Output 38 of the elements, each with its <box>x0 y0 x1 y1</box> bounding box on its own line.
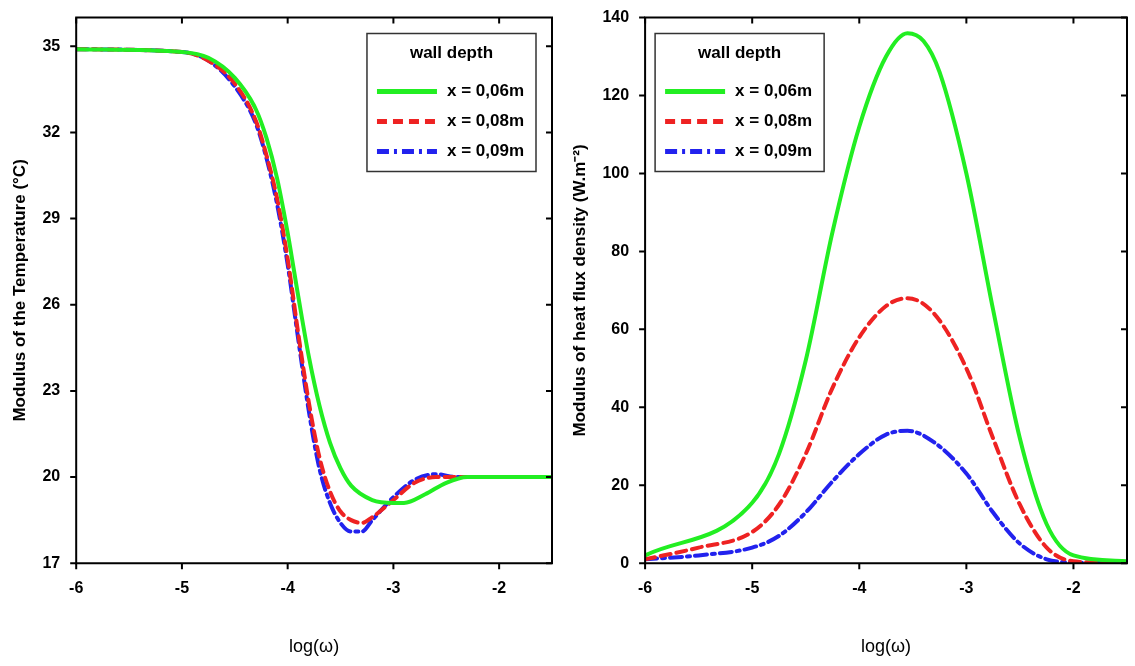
legend-label: x = 0,06m <box>446 81 524 101</box>
line-series <box>645 31 1127 564</box>
x-tick-label: -2 <box>492 579 507 597</box>
y-tick-label: 120 <box>602 85 630 103</box>
y-tick-label: 23 <box>42 381 61 399</box>
y-axis-title: Modulus of the Temperature (°C) <box>9 159 29 422</box>
legend-label: x = 0,09m <box>446 141 524 161</box>
y-axis-title: Modulus of heat flux density (W.m⁻²) <box>569 144 589 437</box>
x-axis-title: log(ω) <box>289 636 340 657</box>
y-tick-label: 140 <box>602 8 630 26</box>
x-tick-label: -2 <box>1066 579 1081 597</box>
y-tick-label: 60 <box>611 319 630 337</box>
x-axis-title: log(ω) <box>861 636 912 657</box>
y-tick-label: 100 <box>602 163 630 181</box>
legend-title: wall depth <box>408 43 494 63</box>
x-tick-label: -6 <box>637 579 653 597</box>
legend-label: x = 0,09m <box>735 141 813 161</box>
legend-label: x = 0,08m <box>735 111 813 131</box>
y-tick-label: 40 <box>611 397 630 415</box>
y-tick-label: 20 <box>611 475 630 493</box>
y-tick-label: 20 <box>42 467 61 485</box>
legend-label: x = 0,08m <box>446 111 524 131</box>
y-tick-label: 29 <box>42 209 61 227</box>
x-tick-label: -3 <box>386 579 401 597</box>
y-tick-label: 17 <box>42 553 61 571</box>
x-tick-label: -5 <box>745 579 760 597</box>
legend-label: x = 0,06m <box>735 81 813 101</box>
x-tick-label: -5 <box>174 579 190 597</box>
y-tick-label: 35 <box>42 36 61 54</box>
y-tick-label: 32 <box>42 122 61 140</box>
x-tick-label: -4 <box>852 579 867 597</box>
x-tick-label: -6 <box>69 579 84 597</box>
legend-title: wall depth <box>697 43 782 63</box>
y-tick-label: 80 <box>611 241 630 259</box>
y-tick-label: 26 <box>42 295 61 313</box>
x-tick-label: -3 <box>959 579 974 597</box>
x-tick-label: -4 <box>280 579 295 597</box>
y-tick-label: 0 <box>620 553 630 571</box>
